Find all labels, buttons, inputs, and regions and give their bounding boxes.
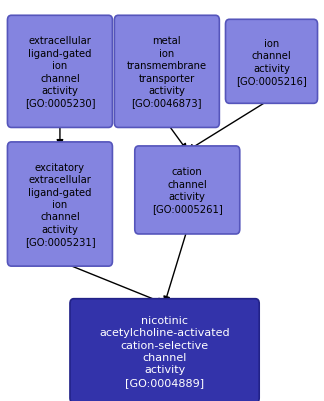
FancyBboxPatch shape xyxy=(7,142,112,266)
FancyBboxPatch shape xyxy=(135,147,240,234)
Text: nicotinic
acetylcholine-activated
cation-selective
channel
activity
[GO:0004889]: nicotinic acetylcholine-activated cation… xyxy=(99,315,230,387)
Text: cation
channel
activity
[GO:0005261]: cation channel activity [GO:0005261] xyxy=(152,167,223,214)
Text: excitatory
extracellular
ligand-gated
ion
channel
activity
[GO:0005231]: excitatory extracellular ligand-gated io… xyxy=(25,162,95,247)
FancyBboxPatch shape xyxy=(226,20,318,104)
Text: ion
channel
activity
[GO:0005216]: ion channel activity [GO:0005216] xyxy=(236,38,307,86)
Text: metal
ion
transmembrane
transporter
activity
[GO:0046873]: metal ion transmembrane transporter acti… xyxy=(127,36,207,108)
FancyBboxPatch shape xyxy=(114,16,219,128)
FancyBboxPatch shape xyxy=(70,299,259,401)
FancyBboxPatch shape xyxy=(7,16,112,128)
Text: extracellular
ligand-gated
ion
channel
activity
[GO:0005230]: extracellular ligand-gated ion channel a… xyxy=(25,36,95,108)
